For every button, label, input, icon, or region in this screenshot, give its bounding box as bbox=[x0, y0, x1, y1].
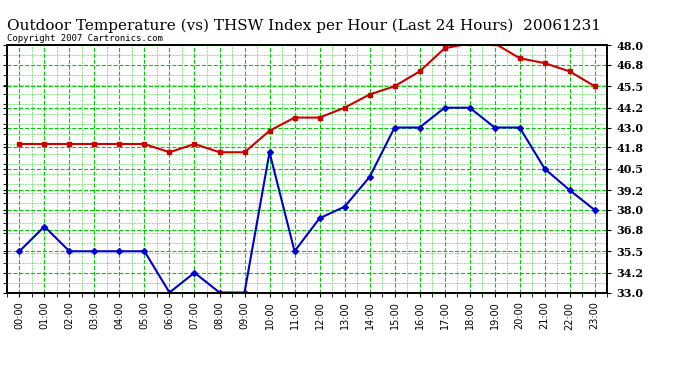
Text: Copyright 2007 Cartronics.com: Copyright 2007 Cartronics.com bbox=[7, 33, 163, 42]
Text: Outdoor Temperature (vs) THSW Index per Hour (Last 24 Hours)  20061231: Outdoor Temperature (vs) THSW Index per … bbox=[7, 19, 600, 33]
